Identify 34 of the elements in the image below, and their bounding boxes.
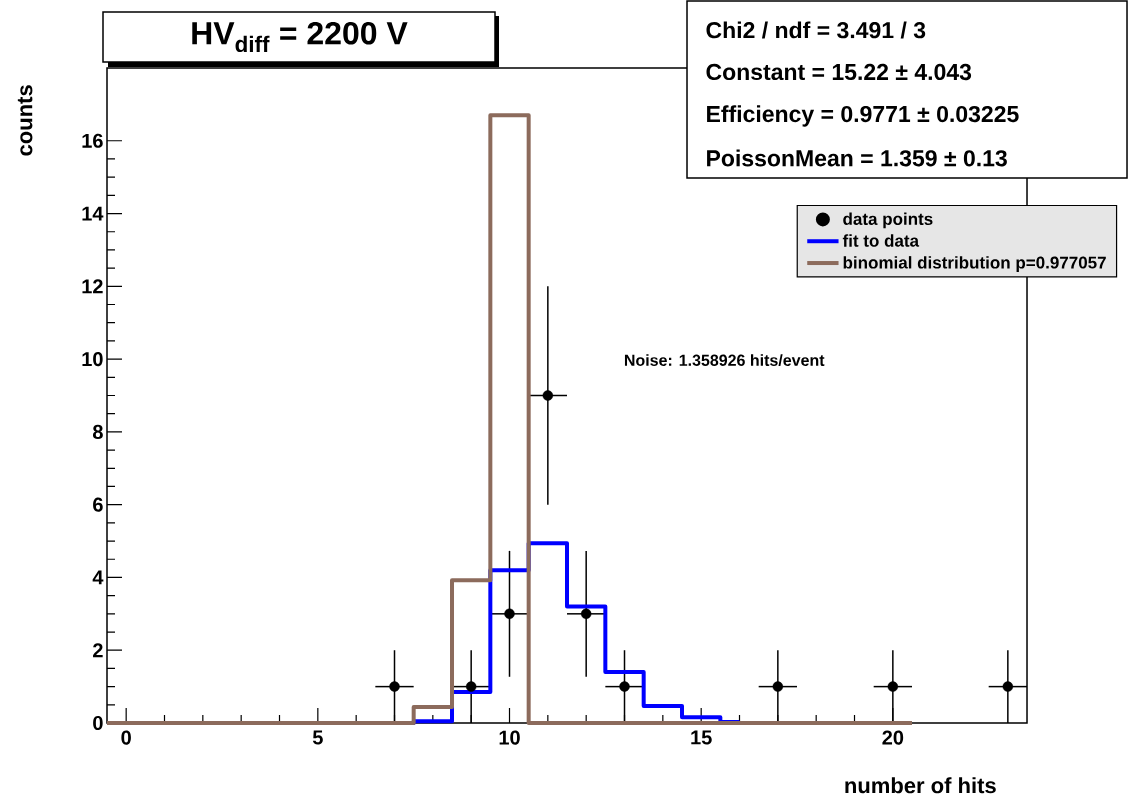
- y-tick-label: 14: [82, 206, 104, 221]
- y-tick-label: 8: [92, 424, 103, 439]
- legend-label: binomial distribution p=0.977057: [843, 256, 1106, 272]
- point: [465, 681, 477, 692]
- legend-label: fit to data: [842, 234, 920, 247]
- point: [1002, 681, 1014, 692]
- y-tick-label: 10: [82, 352, 103, 367]
- x-tick-label: 15: [691, 730, 712, 745]
- y-tick-label: 12: [82, 279, 103, 294]
- x-tick-label: 5: [312, 730, 323, 745]
- text: Chi2 / ndf = 3.491 / 3: [706, 21, 926, 39]
- annotation: Noise: 1.358926 hits/event: [624, 354, 825, 367]
- y-tick-label: 2: [93, 643, 103, 658]
- point: [580, 608, 592, 620]
- annotation: Efficiency = 0.9771 ± 0.03225: [707, 105, 1019, 127]
- x-tick-label: 10: [499, 730, 520, 745]
- point: [504, 608, 515, 620]
- point: [772, 681, 784, 692]
- x-tick-label: 0: [121, 730, 131, 745]
- y-tick-label: 4: [92, 570, 104, 585]
- point: [389, 681, 400, 692]
- annotation: PoissonMean = 1.359 ± 0.13: [707, 149, 1007, 167]
- legend-label: data points: [843, 212, 933, 229]
- chart-title: HV$_{diff}$ = 2200 V: [192, 21, 408, 53]
- x-axis-title: number of hits: [845, 777, 996, 794]
- y-tick-label: 0: [93, 715, 103, 731]
- y-axis-title: counts: [17, 85, 33, 156]
- y-tick-label: 6: [93, 497, 103, 512]
- annotation: Constant = 15.22 ± 4.043: [706, 63, 972, 81]
- point: [887, 681, 899, 692]
- point: [619, 681, 630, 692]
- y-tick-label: 16: [82, 133, 103, 148]
- x-tick-label: 20: [882, 730, 904, 745]
- point: [542, 390, 554, 401]
